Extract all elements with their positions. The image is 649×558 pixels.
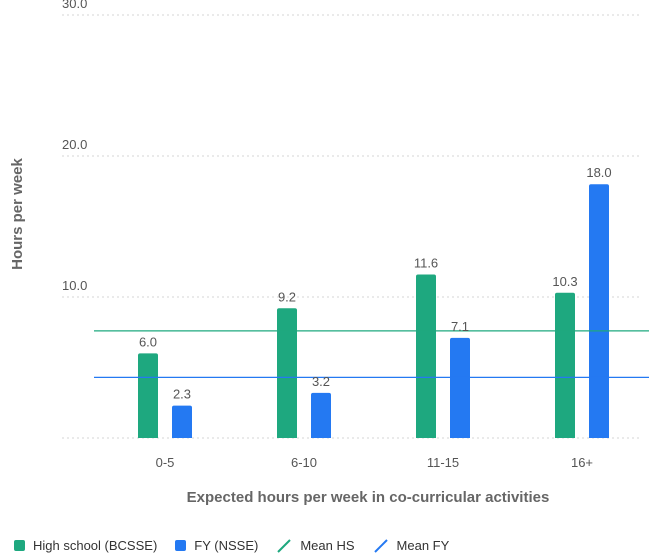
legend-item-fy[interactable]: FY (NSSE) (175, 538, 258, 553)
data-label: 18.0 (586, 165, 611, 180)
bar-hs-11-15[interactable] (416, 274, 436, 438)
legend-item-mean-hs[interactable]: Mean HS (276, 538, 355, 553)
reference-lines (94, 330, 649, 378)
legend-label-mean-fy: Mean FY (396, 538, 450, 553)
y-tick-label: 20.0 (62, 137, 87, 152)
legend-item-mean-fy[interactable]: Mean FY (373, 538, 450, 553)
bar-hs-0-5[interactable] (138, 353, 158, 438)
x-axis-title: Expected hours per week in co-curricular… (187, 489, 550, 506)
legend-label-mean-hs: Mean HS (300, 538, 355, 553)
data-labels: 6.0 2.3 9.2 3.2 11.6 7.1 10.3 18.0 (139, 165, 612, 401)
bar-fy-11-15[interactable] (450, 337, 470, 438)
legend-line-icon-mean-fy (373, 538, 388, 553)
legend-swatch-fy (175, 540, 187, 551)
data-label: 7.1 (451, 319, 469, 334)
legend-line-icon-mean-hs (277, 538, 292, 553)
y-axis-title: Hours per week (9, 157, 26, 269)
legend-label-hs: High school (BCSSE) (33, 538, 158, 553)
x-tick-labels: 0-5 6-10 11-15 16+ (156, 455, 593, 470)
bar-hs-16+[interactable] (555, 292, 575, 438)
legend-swatch-hs (14, 540, 25, 551)
bar-fy-0-5[interactable] (172, 405, 192, 438)
bar-fy-16+[interactable] (589, 184, 609, 438)
y-tick-label: 10.0 (62, 278, 87, 293)
x-tick-label: 0-5 (156, 455, 175, 470)
data-label: 10.3 (552, 274, 577, 289)
data-label: 3.2 (312, 374, 330, 389)
y-tick-label: 30.0 (62, 0, 87, 11)
bar-chart: 30.0 20.0 10.0 6.0 2.3 9.2 3.2 11.6 7.1 10.3 18.0… (9, 0, 649, 506)
legend-item-hs[interactable]: High school (BCSSE) (14, 538, 157, 553)
x-tick-label: 6-10 (291, 455, 317, 470)
x-tick-label: 11-15 (427, 455, 459, 470)
data-label: 2.3 (173, 387, 191, 402)
data-label: 9.2 (278, 289, 296, 304)
legend: High school (BCSSE) FY (NSSE) Mean HS Me… (14, 538, 467, 553)
grid-lines (62, 14, 639, 439)
y-tick-labels: 30.0 20.0 10.0 (62, 0, 87, 293)
x-tick-label: 16+ (571, 455, 593, 470)
bars (138, 184, 609, 438)
bar-hs-6-10[interactable] (277, 308, 297, 438)
bar-fy-6-10[interactable] (311, 392, 331, 438)
legend-label-fy: FY (NSSE) (194, 538, 259, 553)
data-label: 6.0 (139, 334, 157, 349)
data-label: 11.6 (414, 255, 438, 270)
